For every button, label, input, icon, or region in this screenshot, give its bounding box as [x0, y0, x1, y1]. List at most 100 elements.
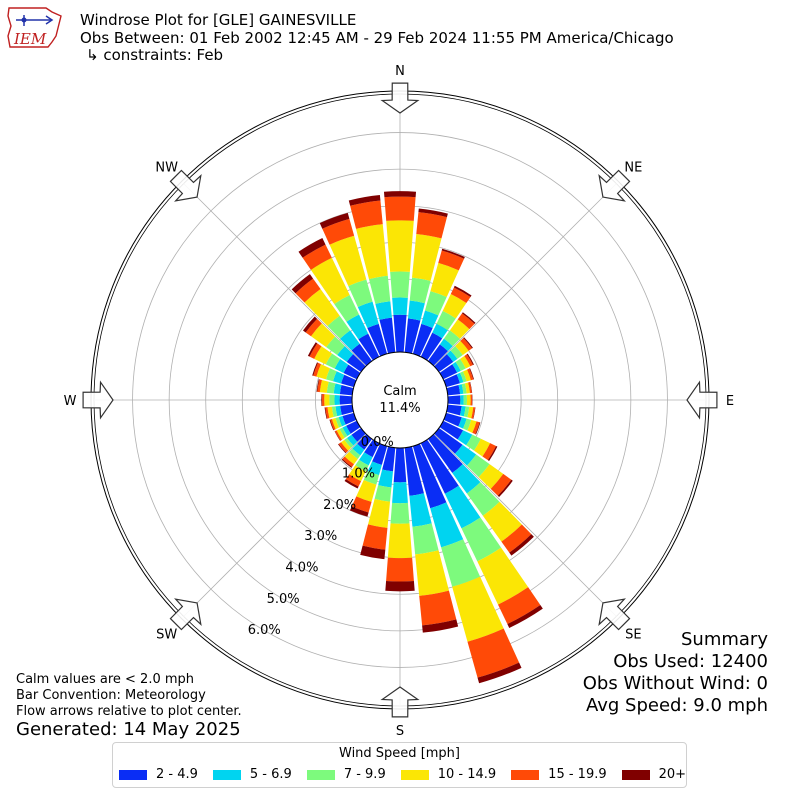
legend-item: 5 - 6.9 [212, 767, 292, 782]
wind-bar-segment [358, 333, 380, 361]
wind-bar-segment [295, 278, 321, 303]
wind-bar-segment [497, 479, 513, 498]
wind-bar-segment [309, 343, 322, 359]
wind-bar-segment [352, 443, 365, 456]
wind-bar-segment [329, 419, 334, 431]
wind-bar-segment [339, 427, 348, 438]
wind-bar-segment [357, 301, 379, 328]
wind-bar-segment [351, 343, 373, 366]
legend-label: 10 - 14.9 [437, 767, 497, 782]
wind-bar-segment [333, 383, 342, 395]
wind-bar-segment [478, 464, 504, 489]
wind-bar-segment [310, 257, 350, 304]
grid-spoke [433, 183, 617, 367]
generated-date: Generated: 14 May 2025 [16, 719, 241, 740]
wind-bar-segment [438, 250, 465, 271]
wind-bar-segment [415, 550, 449, 596]
wind-bar-segment [463, 406, 470, 418]
radial-tick-label: 0.0% [361, 435, 394, 450]
wind-bar-segment [463, 418, 472, 431]
wind-bar-segment [422, 619, 459, 633]
summary-avg-speed: Avg Speed: 9.0 mph [586, 695, 768, 716]
wind-bar-segment [342, 425, 351, 437]
direction-label: SE [625, 627, 641, 642]
wind-bar-segment [314, 346, 333, 365]
legend-swatch [621, 769, 650, 780]
wind-bar-segment [375, 301, 392, 320]
wind-bar-segment [349, 465, 366, 482]
summary-title: Summary [681, 629, 768, 650]
wind-bar-segment [446, 350, 458, 362]
wind-bar-segment [327, 315, 351, 339]
wind-bar-segment [325, 353, 341, 369]
wind-bar-segment [482, 443, 497, 461]
wind-bar-segment [344, 437, 354, 448]
wind-bar-segment [452, 361, 461, 373]
direction-label: NE [624, 161, 642, 176]
wind-bar-segment [442, 294, 467, 319]
wind-bar-segment [469, 381, 473, 393]
wind-bar-segment [348, 194, 381, 206]
wind-bar-segment [324, 394, 330, 406]
direction-label: NW [155, 161, 178, 176]
wind-bar-segment [461, 383, 467, 394]
wind-bar-segment [367, 461, 382, 476]
radial-tick-label: 3.0% [304, 529, 337, 544]
wind-bar-segment [392, 297, 408, 315]
wind-bar-segment [338, 442, 349, 453]
speed-legend: Wind Speed [mph] 2 - 4.9 5 - 6.9 7 - 9.9 10… [112, 742, 687, 788]
wind-bar-segment [466, 482, 500, 516]
wind-bar-segment [450, 345, 463, 359]
bar-convention-note: Bar Convention: Meteorology [16, 688, 206, 703]
wind-bar-segment [404, 446, 424, 496]
wind-bar-segment [302, 316, 318, 333]
wind-bar-segment [382, 446, 396, 472]
wind-bar-segment [507, 604, 543, 628]
wind-bar-segment [349, 448, 361, 459]
legend-swatch [400, 769, 429, 780]
wind-bar-segment [452, 464, 481, 494]
radial-tick-label: 5.0% [267, 592, 300, 607]
wind-bar-segment [351, 496, 372, 513]
wind-bar-segment [458, 384, 464, 395]
wind-bar-segment [490, 473, 512, 496]
wind-bar-segment [412, 323, 433, 357]
wind-bar-segment [404, 318, 421, 354]
wind-bar-segment [319, 212, 350, 229]
legend-swatch [119, 769, 147, 780]
wind-bar-segment [344, 451, 358, 465]
wind-bar-segment [343, 364, 361, 380]
flow-arrow-icon [380, 82, 420, 114]
wind-bar-segment [466, 454, 490, 478]
wind-bar-segment [462, 312, 476, 324]
wind-bar-segment [466, 394, 471, 406]
wind-bar-segment [326, 381, 336, 394]
wind-bar-segment [368, 275, 391, 304]
wind-bar-segment [467, 406, 474, 419]
calm-circle [351, 351, 449, 449]
wind-bar-segment [346, 420, 361, 434]
wind-bar-segment [298, 237, 326, 258]
wind-bar-segment [411, 233, 442, 281]
wind-bar-segment [348, 279, 373, 307]
calm-label: Calm [383, 384, 416, 399]
direction-label: SW [156, 627, 177, 642]
wind-bar-segment [334, 359, 349, 373]
wind-bar-segment [441, 248, 465, 259]
wind-bar-segment [372, 443, 388, 465]
wind-bar-segment [378, 469, 393, 488]
wind-bar-segment [302, 244, 332, 270]
wind-bar-segment [338, 443, 347, 454]
chart-title: Windrose Plot for [GLE] GAINESVILLE [80, 11, 357, 29]
wind-bar-segment [509, 534, 534, 556]
wind-bar-segment [434, 427, 463, 454]
legend-swatch [306, 769, 335, 780]
legend-label: 20+ [658, 767, 687, 782]
wind-bar-segment [340, 404, 354, 415]
wind-bar-segment [416, 212, 447, 239]
legend-item: 15 - 19.9 [511, 767, 607, 782]
summary-obs-without-wind: Obs Without Wind: 0 [582, 673, 768, 694]
wind-bar-segment [332, 371, 345, 384]
wind-bar-segment [337, 345, 354, 362]
